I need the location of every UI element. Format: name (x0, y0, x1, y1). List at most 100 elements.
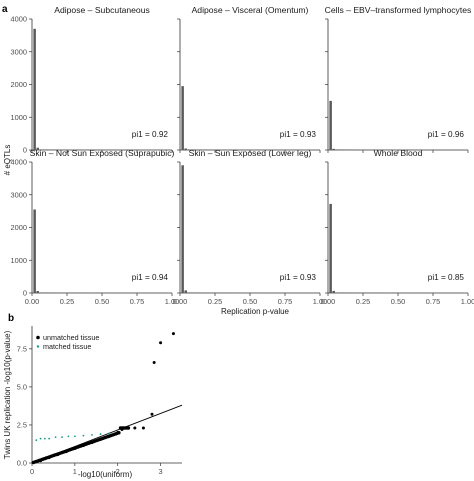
pi1-annotation: pi1 = 0.85 (428, 273, 465, 282)
facet-4: Skin – Not Sun Exposed (Suprapubic)0 1000… (11, 148, 180, 306)
matched-point (43, 437, 46, 440)
histogram-bar (329, 203, 332, 293)
histogram-bar (48, 149, 52, 150)
histogram-bar (335, 149, 339, 150)
facet-5: Skin – Sun Exposed (Lower leg) 0.00 0.25 0.… (173, 148, 327, 306)
unmatched-point (150, 412, 154, 416)
histogram-bar (344, 292, 348, 293)
legend-label: matched tissue (43, 342, 91, 351)
reference-line (31, 404, 183, 464)
matched-point (91, 433, 93, 436)
histogram-bar (347, 149, 351, 150)
histogram-bar (181, 86, 184, 150)
histogram-bar (54, 149, 58, 150)
y-tick-label: 4000 (11, 15, 27, 24)
y-tick-label: 0 (23, 146, 27, 155)
unmatched-point (90, 440, 94, 444)
unmatched-point (171, 332, 175, 336)
histogram-bar (36, 147, 39, 150)
histogram-bar (190, 292, 194, 293)
histogram-bar (187, 149, 191, 150)
unmatched-point (99, 437, 103, 441)
histogram-bar (196, 292, 200, 293)
facet-1: Adipose – Subcutaneous 0 1000 2000 3000 4000 p… (11, 5, 173, 155)
histogram-bar (45, 292, 49, 293)
matched-point (73, 435, 76, 438)
y-tick-label: 4000 (11, 158, 27, 167)
matched-point (99, 433, 102, 435)
x-tick-label: 1 (73, 467, 77, 476)
histogram-bar (184, 290, 187, 293)
unmatched-point (133, 426, 137, 430)
facet-title: Adipose – Subcutaneous (54, 5, 150, 15)
x-tick-label: 0.50 (95, 297, 109, 306)
histogram-bar (42, 149, 46, 150)
histogram-bar (181, 165, 184, 293)
histogram-bar (199, 149, 203, 150)
facet-6: Whole Blood 0.00 0.25 0.50 0.75 1.00 pi1 = 0.8… (321, 148, 474, 306)
matched-point (108, 432, 111, 435)
x-tick-label: 0.00 (321, 297, 335, 306)
histogram-bar (338, 149, 342, 150)
unmatched-point (81, 443, 85, 447)
histogram-bar (347, 292, 351, 293)
matched-point (39, 437, 42, 440)
histogram-bar (190, 149, 194, 150)
histogram-bar (51, 292, 55, 293)
panel-b-ylabel: Twins UK replication -log10(p-value) (3, 330, 12, 459)
unmatched-point (124, 426, 128, 430)
facet-title: Skin – Not Sun Exposed (Suprapubic) (30, 148, 175, 158)
histogram-bar (338, 292, 342, 293)
histogram-bar (39, 149, 43, 150)
x-tick-label: 0.75 (426, 297, 440, 306)
pi1-annotation: pi1 = 0.93 (280, 273, 317, 282)
pi1-annotation: pi1 = 0.94 (132, 273, 169, 282)
x-tick-label: 0.75 (278, 297, 292, 306)
histogram-bar (42, 292, 46, 293)
panel-b-plot: 0.0 2.5 5.0 7.5 0 1 2 3 unmatched tissuematched … (17, 326, 183, 476)
panel-b-label: b (8, 313, 14, 324)
matched-point (61, 436, 63, 439)
facet-2: Adipose – Visceral (Omentum) pi1 = 0.93 (177, 5, 321, 153)
histogram-bar (332, 148, 335, 150)
panel-a-label: a (2, 4, 8, 15)
pi1-annotation: pi1 = 0.93 (280, 130, 317, 139)
facet-title: Whole Blood (374, 148, 423, 158)
facet-title: Skin – Sun Exposed (Lower leg) (189, 148, 312, 158)
x-tick-label: 0.25 (356, 297, 370, 306)
histogram-bar (187, 292, 191, 293)
x-tick-label: 0.50 (243, 297, 257, 306)
histogram-bar (45, 149, 49, 150)
matched-point (35, 439, 38, 442)
histogram-bar (39, 292, 43, 293)
facet-title: Adipose – Visceral (Omentum) (192, 5, 309, 15)
y-tick-label: 1000 (11, 256, 27, 265)
x-tick-label: 0.75 (130, 297, 144, 306)
histogram-bar (350, 149, 354, 150)
panel-b-xlabel: -log10(uniform) (78, 470, 133, 479)
matched-point (54, 436, 57, 439)
matched-point (82, 434, 85, 437)
panel-a-facets: Adipose – Subcutaneous 0 1000 2000 3000 4000 p… (11, 5, 474, 306)
histogram-bar (341, 292, 345, 293)
histogram-bar (335, 292, 339, 293)
y-tick-label: 3000 (11, 47, 27, 56)
legend-marker (36, 345, 40, 348)
facet-title: Cells – EBV–transformed lymphocytes (325, 5, 472, 15)
histogram-bar (51, 149, 55, 150)
histogram-bar (193, 292, 197, 293)
unmatched-point (64, 450, 68, 454)
x-tick-label: 2 (116, 467, 120, 476)
histogram-bar (202, 292, 206, 293)
x-tick-label: 0.25 (208, 297, 222, 306)
histogram-bar (33, 209, 36, 293)
qq-band-point (126, 426, 131, 430)
unmatched-point (56, 453, 60, 457)
unmatched-point (141, 426, 145, 430)
matched-point (48, 437, 51, 440)
x-tick-label: 1.00 (165, 297, 179, 306)
unmatched-point (73, 447, 77, 451)
x-tick-label: 0.00 (173, 297, 187, 306)
legend-label: unmatched tissue (43, 333, 99, 342)
